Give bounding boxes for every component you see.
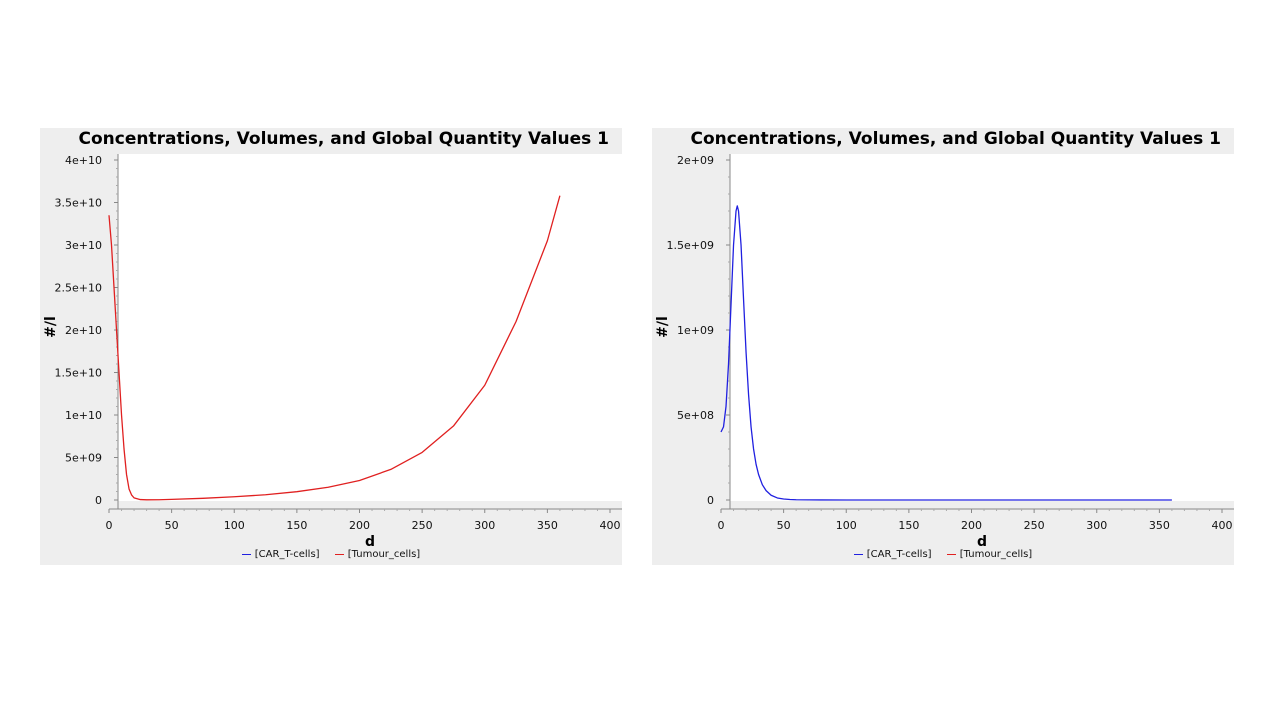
x-tick-label: 300 bbox=[474, 519, 495, 532]
series-line-0 bbox=[108, 195, 561, 501]
y-tick-label: 1.5e+09 bbox=[667, 239, 714, 252]
y-tick-label: 0 bbox=[707, 494, 714, 507]
x-tick-label: 0 bbox=[106, 519, 113, 532]
x-tick-label: 400 bbox=[600, 519, 621, 532]
x-tick-label: 250 bbox=[412, 519, 433, 532]
chart-canvas-left: 0 5e+09 1e+10 1.5e+10 2e+10 2.5e+10 3e+10 3.5e+… bbox=[43, 154, 622, 550]
x-tick-label: 200 bbox=[961, 519, 982, 532]
legend-item-car-t-cells: [CAR_T-cells] bbox=[241, 549, 320, 560]
x-tick-label: 200 bbox=[349, 519, 370, 532]
y-tick-label: 2.5e+10 bbox=[55, 282, 102, 295]
y-tick-label: 2e+10 bbox=[65, 324, 102, 337]
y-axis-label: #/l bbox=[655, 316, 671, 338]
legend-item-car-t-cells: [CAR_T-cells] bbox=[853, 549, 932, 560]
y-tick-label: 0 bbox=[95, 494, 102, 507]
x-tick-label: 50 bbox=[165, 519, 179, 532]
plot-area bbox=[118, 154, 622, 501]
y-tick-label: 2e+09 bbox=[677, 154, 714, 167]
x-axis-label: d bbox=[365, 534, 375, 550]
x-tick-label: 100 bbox=[224, 519, 245, 532]
x-tick-label: 350 bbox=[1149, 519, 1170, 532]
y-tick-label: 5e+09 bbox=[65, 452, 102, 465]
chart-canvas-right: 0 5e+08 1e+09 1.5e+09 2e+09 0 50 100 150 200 250 30… bbox=[655, 154, 1234, 550]
legend-item-tumour-cells: [Tumour_cells] bbox=[946, 549, 1033, 560]
y-tick-label: 1.5e+10 bbox=[55, 367, 102, 380]
legend-swatch-car-t-cells bbox=[853, 553, 863, 555]
chart-panel-left: 0 5e+09 1e+10 1.5e+10 2e+10 2.5e+10 3e+10 3.5e+… bbox=[40, 128, 622, 565]
legend-left: [CAR_T-cells] [Tumour_cells] bbox=[40, 549, 622, 560]
legend-label-tumour-cells: [Tumour_cells] bbox=[347, 549, 421, 560]
legend-label-car-t-cells: [CAR_T-cells] bbox=[866, 549, 932, 560]
y-tick-label: 3.5e+10 bbox=[55, 197, 102, 210]
legend-item-tumour-cells: [Tumour_cells] bbox=[334, 549, 421, 560]
x-tick-label: 150 bbox=[898, 519, 919, 532]
x-tick-label: 300 bbox=[1086, 519, 1107, 532]
legend-right: [CAR_T-cells] [Tumour_cells] bbox=[652, 549, 1234, 560]
y-tick-label: 1e+09 bbox=[677, 324, 714, 337]
series-line-0 bbox=[720, 205, 1172, 501]
x-tick-label: 400 bbox=[1212, 519, 1233, 532]
x-tick-label: 150 bbox=[286, 519, 307, 532]
y-tick-label: 5e+08 bbox=[677, 409, 714, 422]
chart-title-left: Concentrations, Volumes, and Global Quan… bbox=[78, 129, 610, 149]
x-tick-label: 50 bbox=[777, 519, 791, 532]
chart-title-right: Concentrations, Volumes, and Global Quan… bbox=[690, 129, 1222, 149]
plot-area bbox=[730, 154, 1234, 501]
legend-swatch-car-t-cells bbox=[241, 553, 251, 555]
y-tick-label: 4e+10 bbox=[65, 154, 102, 167]
legend-swatch-tumour-cells bbox=[946, 553, 956, 555]
legend-swatch-tumour-cells bbox=[334, 553, 344, 555]
chart-panel-right: 0 5e+08 1e+09 1.5e+09 2e+09 0 50 100 150 200 250 30… bbox=[652, 128, 1234, 565]
y-axis-label: #/l bbox=[43, 316, 59, 338]
x-axis-label: d bbox=[977, 534, 987, 550]
x-tick-label: 250 bbox=[1024, 519, 1045, 532]
legend-label-car-t-cells: [CAR_T-cells] bbox=[254, 549, 320, 560]
x-tick-label: 100 bbox=[836, 519, 857, 532]
y-tick-label: 3e+10 bbox=[65, 239, 102, 252]
x-tick-label: 0 bbox=[718, 519, 725, 532]
y-tick-label: 1e+10 bbox=[65, 409, 102, 422]
legend-label-tumour-cells: [Tumour_cells] bbox=[959, 549, 1033, 560]
x-tick-label: 350 bbox=[537, 519, 558, 532]
